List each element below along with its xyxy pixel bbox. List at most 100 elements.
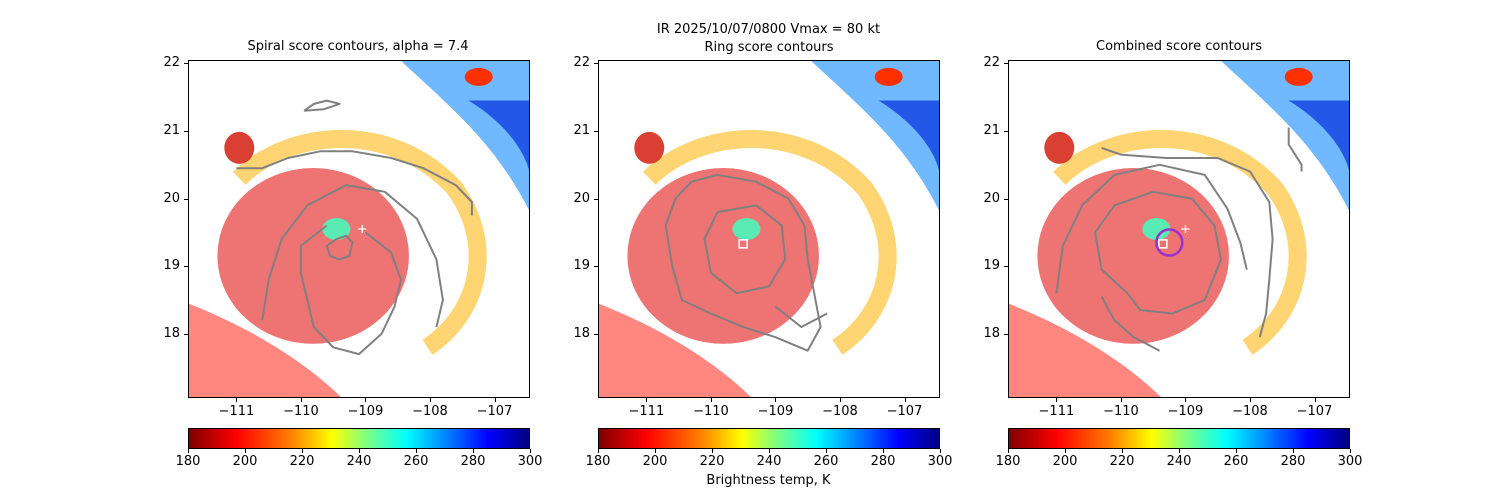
contour-line bbox=[774, 305, 828, 328]
coldest-cloud-region bbox=[468, 100, 530, 179]
colorbar-tick-label: 180 bbox=[995, 454, 1021, 469]
x-tick-mark bbox=[494, 398, 496, 402]
colorbar-tick-mark bbox=[359, 449, 360, 453]
eye-region bbox=[1142, 218, 1171, 240]
x-tick-label: −111 bbox=[218, 404, 255, 419]
rainband-south bbox=[188, 303, 342, 398]
y-tick-mark bbox=[1004, 266, 1008, 268]
combined-center-circle-marker bbox=[1155, 228, 1184, 257]
colorbar-tick-mark bbox=[769, 449, 770, 453]
colorbar-tick-label: 260 bbox=[403, 454, 429, 469]
colorbar-tick-label: 300 bbox=[927, 454, 953, 469]
y-tick-mark bbox=[594, 130, 598, 132]
y-tick-mark bbox=[1004, 198, 1008, 200]
x-tick-label: −108 bbox=[822, 404, 858, 419]
cold-cell-west bbox=[224, 131, 255, 164]
colorbar-tick-mark bbox=[1236, 449, 1237, 453]
x-tick-label: −107 bbox=[886, 404, 923, 419]
colorbar-ring bbox=[598, 428, 940, 449]
colorbar-tick-mark bbox=[883, 449, 884, 453]
colorbar-tick-label: 240 bbox=[756, 454, 782, 469]
contour-line bbox=[303, 99, 341, 112]
figure-title-line: IR 2025/10/07/0800 Vmax = 80 kt bbox=[656, 22, 881, 37]
x-tick-mark bbox=[1185, 398, 1187, 402]
y-tick-label: 21 bbox=[573, 122, 590, 138]
contour-line bbox=[703, 204, 787, 295]
colorbar-tick-label: 200 bbox=[1052, 454, 1078, 469]
center-plus-marker bbox=[1181, 225, 1190, 233]
cool-cloud-region bbox=[1220, 60, 1350, 213]
colorbar-tick-label: 280 bbox=[870, 454, 896, 469]
ir-image-spiral bbox=[188, 60, 530, 398]
colorbar-tick-label: 260 bbox=[813, 454, 839, 469]
y-tick-mark bbox=[1004, 130, 1008, 132]
x-tick-mark bbox=[646, 398, 648, 402]
y-tick-mark bbox=[184, 266, 188, 268]
x-tick-label: −109 bbox=[757, 404, 794, 419]
axes-ring bbox=[598, 60, 940, 398]
y-tick-label: 20 bbox=[573, 190, 590, 206]
colorbar-label: Brightness temp, K bbox=[706, 473, 831, 488]
colorbar-tick-label: 220 bbox=[289, 454, 315, 469]
ring-center-square-marker bbox=[1158, 239, 1168, 249]
colorbar-tick-label: 180 bbox=[175, 454, 201, 469]
y-tick-label: 19 bbox=[983, 258, 1000, 274]
y-tick-mark bbox=[184, 63, 188, 65]
colorbar-tick-mark bbox=[712, 449, 713, 453]
x-tick-mark bbox=[904, 398, 906, 402]
spiral-band bbox=[1052, 130, 1307, 355]
colorbar-tick-mark bbox=[940, 449, 941, 453]
colorbar-combined bbox=[1008, 428, 1350, 449]
x-tick-mark bbox=[1314, 398, 1316, 402]
y-tick-mark bbox=[184, 130, 188, 132]
coldest-cloud-region bbox=[1288, 100, 1350, 179]
y-tick-mark bbox=[594, 333, 598, 335]
y-tick-label: 21 bbox=[163, 122, 180, 138]
ir-image-ring bbox=[598, 60, 940, 398]
cold-cell-west bbox=[1044, 131, 1075, 164]
colorbar-tick-mark bbox=[416, 449, 417, 453]
cold-core-region bbox=[217, 168, 409, 344]
colorbar-tick-mark bbox=[1350, 449, 1351, 453]
y-tick-label: 22 bbox=[163, 55, 180, 71]
colorbar-tick-label: 280 bbox=[460, 454, 486, 469]
colorbar-spiral bbox=[188, 428, 530, 449]
colorbar-tick-label: 280 bbox=[1280, 454, 1306, 469]
colorbar-tick-label: 220 bbox=[1109, 454, 1135, 469]
x-tick-mark bbox=[300, 398, 302, 402]
y-tick-label: 19 bbox=[573, 258, 590, 274]
cool-cloud-region bbox=[810, 60, 940, 213]
x-tick-label: −110 bbox=[693, 404, 729, 419]
colorbar-tick-mark bbox=[1008, 449, 1009, 453]
figure-title: IR 2025/10/07/0800 Vmax = 80 kt bbox=[0, 22, 1500, 38]
contour-line bbox=[1100, 296, 1161, 352]
y-tick-label: 18 bbox=[573, 325, 590, 341]
y-tick-mark bbox=[184, 333, 188, 335]
panel-title-spiral: Spiral score contours, alpha = 7.4 bbox=[247, 39, 469, 54]
x-tick-mark bbox=[1249, 398, 1251, 402]
colorbar-tick-mark bbox=[245, 449, 246, 453]
panel-title-ring: Ring score contours bbox=[704, 40, 834, 55]
y-tick-label: 20 bbox=[983, 190, 1000, 206]
x-tick-label: −109 bbox=[347, 404, 384, 419]
colorbar-tick-label: 180 bbox=[585, 454, 611, 469]
y-tick-mark bbox=[594, 266, 598, 268]
x-tick-label: −109 bbox=[1167, 404, 1204, 419]
colorbar-tick-mark bbox=[473, 449, 474, 453]
colorbar-tick-label: 300 bbox=[517, 454, 543, 469]
spiral-band bbox=[232, 130, 487, 355]
coldest-cloud-region bbox=[878, 100, 940, 179]
x-tick-mark bbox=[365, 398, 367, 402]
x-tick-mark bbox=[775, 398, 777, 402]
cold-cell-northeast bbox=[464, 67, 493, 86]
x-tick-mark bbox=[429, 398, 431, 402]
contour-line bbox=[236, 150, 473, 216]
y-tick-label: 19 bbox=[163, 258, 180, 274]
colorbar-tick-mark bbox=[1122, 449, 1123, 453]
colorbar-tick-mark bbox=[302, 449, 303, 453]
y-tick-label: 22 bbox=[983, 55, 1000, 71]
cool-cloud-region bbox=[400, 60, 530, 213]
x-tick-label: −107 bbox=[1296, 404, 1333, 419]
contour-line bbox=[261, 184, 444, 328]
contour-line bbox=[1101, 146, 1274, 338]
